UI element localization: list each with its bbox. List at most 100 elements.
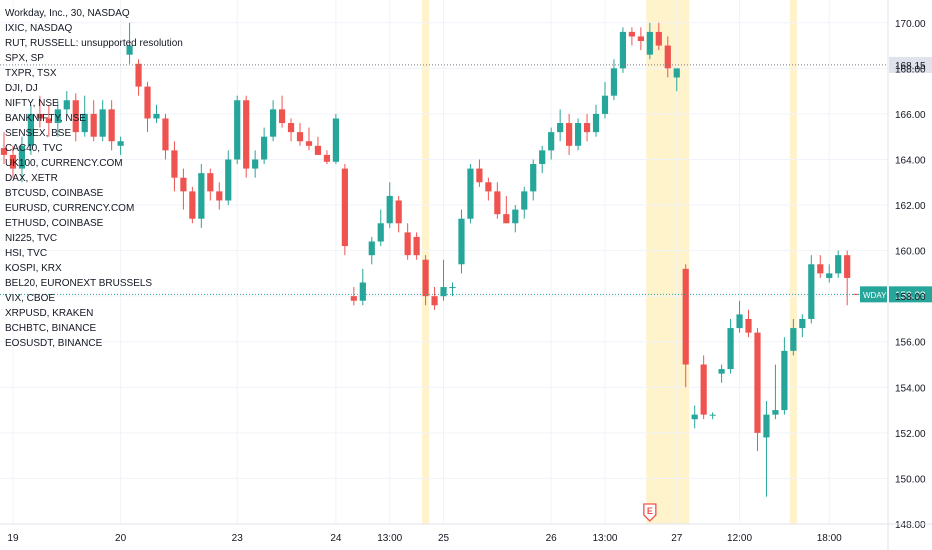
price-axis-label: 160.00	[895, 247, 926, 258]
overlay-symbol-item[interactable]: BCHBTC, BINANCE	[5, 323, 97, 334]
overlay-symbol-item[interactable]: BTCUSD, COINBASE	[5, 188, 104, 199]
candle-body	[189, 191, 196, 219]
candle-up	[81, 95, 88, 137]
candle-up	[718, 364, 725, 383]
candle-body	[81, 113, 88, 133]
candle-down	[395, 195, 402, 233]
candle-body	[27, 113, 35, 146]
candle-body	[377, 223, 384, 242]
candle-down	[628, 27, 635, 46]
earnings-marker-shape	[643, 503, 657, 522]
candle-up	[781, 337, 788, 415]
overlay-symbol-item[interactable]: IXIC, NASDAQ	[5, 23, 73, 34]
candle-down	[296, 123, 304, 146]
candle-up	[790, 318, 797, 356]
candle-body	[261, 136, 268, 160]
candle-body	[359, 282, 366, 301]
candle-body	[252, 159, 259, 169]
overlay-symbol-item[interactable]: ETHUSD, COINBASE	[5, 218, 104, 229]
candle-up	[18, 136, 26, 183]
candle-body	[521, 191, 528, 210]
candle-body	[682, 268, 689, 365]
overlay-symbol-item[interactable]: SPX, SP	[5, 53, 44, 64]
candle-up	[691, 405, 698, 429]
candle-body	[386, 195, 393, 224]
main-symbol-title[interactable]: Workday, Inc., 30, NASDAQ	[5, 8, 130, 19]
candle-body	[90, 113, 97, 137]
candle-body	[637, 36, 644, 42]
candle-body	[9, 154, 17, 169]
overlay-symbol-item[interactable]: TXPR, TSX	[5, 68, 57, 79]
candle-body	[655, 31, 662, 46]
candle-up	[458, 209, 465, 274]
overlay-symbol-item[interactable]: UK100, CURRENCY.COM	[5, 158, 123, 169]
time-axis-label: 24	[330, 533, 342, 544]
price-axis[interactable]: 148.00 150.00 152.00 154.00 156.00 158.00 160.…	[887, 0, 926, 550]
overlay-symbol-item[interactable]: BEL20, EURONEXT BRUSSELS	[5, 278, 153, 289]
overlay-symbol-item[interactable]: VIX, CBOE	[5, 293, 56, 304]
candle-body	[799, 318, 806, 329]
candle-up	[99, 100, 106, 142]
overlay-symbol-item[interactable]: DAX, XETR	[5, 173, 58, 184]
candle-up	[709, 412, 716, 420]
candle-body	[18, 145, 26, 169]
candle-down	[90, 100, 97, 142]
overlay-symbol-item[interactable]: HSI, TVC	[5, 248, 48, 259]
candle-body	[485, 182, 492, 192]
candle-down	[485, 177, 492, 201]
candle-body	[126, 45, 133, 55]
candle-up	[610, 59, 618, 101]
candle-body	[440, 287, 447, 297]
overlay-symbol-item[interactable]: NIFTY, NSE	[5, 98, 59, 109]
candle-up	[601, 82, 609, 119]
candle-down	[494, 182, 501, 219]
price-axis-label: 152.00	[895, 429, 926, 440]
time-axis[interactable]: 19 20 23 24 13:00 25 26 13:00 27 12:00 18:00	[0, 523, 932, 544]
overlay-symbol-item[interactable]: RUT, RUSSELL: unsupported resolution	[5, 38, 183, 49]
candle-up	[54, 100, 61, 137]
candle-body	[664, 45, 671, 69]
candle-body	[171, 150, 178, 178]
overlay-symbol-item[interactable]: KOSPI, KRX	[5, 263, 62, 274]
candle-body	[503, 214, 510, 224]
time-axis-label: 27	[671, 533, 683, 544]
candle-body	[180, 177, 187, 192]
candle-body	[512, 209, 519, 224]
overlay-symbol-item[interactable]: XRPUSD, KRAKEN	[5, 308, 94, 319]
candle-up	[772, 364, 779, 420]
overlay-symbol-item[interactable]: EURUSD, CURRENCY.COM	[5, 203, 135, 214]
overlay-symbol-item[interactable]: SENSEX, BSE	[5, 128, 72, 139]
price-axis-label: 166.00	[895, 110, 926, 121]
candle-body	[162, 118, 169, 151]
candle-body	[449, 287, 456, 289]
candle-body	[404, 232, 411, 256]
candle-up	[539, 145, 546, 174]
overlay-symbol-item[interactable]: BANKNIFTY, NSE	[5, 113, 86, 124]
price-axis-label: 158.00	[895, 292, 926, 303]
candle-body	[467, 168, 474, 219]
overlay-symbol-item[interactable]: EOSUSDT, BINANCE	[5, 338, 103, 349]
candle-body	[476, 168, 483, 183]
candle-body	[583, 123, 591, 133]
candle-up	[530, 159, 537, 201]
candle-body	[727, 328, 734, 370]
candle-up	[646, 22, 653, 60]
candle-body	[844, 255, 851, 278]
time-axis-label: 20	[115, 533, 127, 544]
candle-up	[153, 104, 160, 124]
overlay-symbol-item[interactable]: NI225, TVC	[5, 233, 58, 244]
candle-up	[449, 282, 456, 297]
candle-down	[287, 118, 295, 142]
candle-body	[808, 264, 815, 319]
overlay-symbol-item[interactable]: DJI, DJ	[5, 83, 38, 94]
event-markers[interactable]: E	[643, 503, 657, 522]
candle-body	[817, 264, 824, 274]
candle-down	[817, 255, 824, 278]
candle-down	[171, 141, 178, 192]
candle-down	[404, 223, 411, 260]
candle-down	[243, 95, 250, 178]
overlay-symbol-item[interactable]: CAC40, TVC	[5, 143, 63, 154]
candle-body	[117, 141, 124, 146]
candle-body	[754, 332, 761, 433]
